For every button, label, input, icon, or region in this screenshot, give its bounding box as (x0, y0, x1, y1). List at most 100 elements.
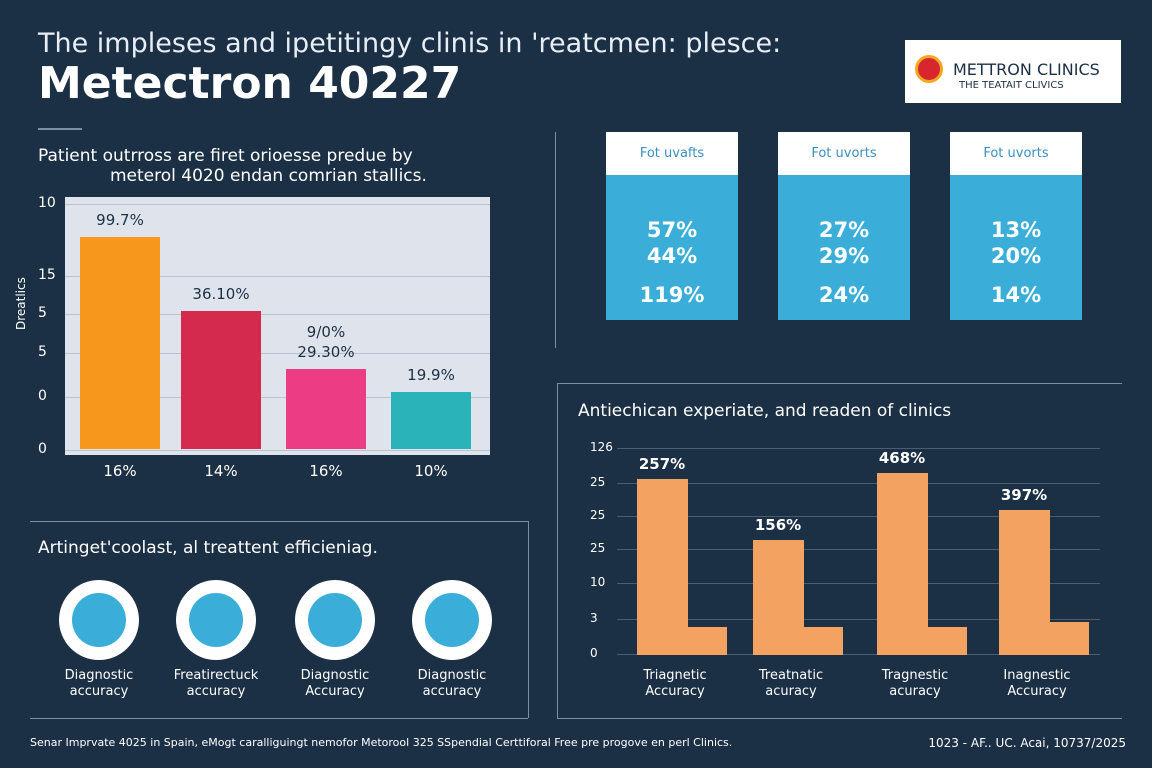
category-label: Treatnatic (758, 668, 824, 683)
category-label: Inagnestic (1003, 668, 1071, 683)
icon-inner (189, 593, 243, 647)
category-label: 14% (204, 462, 238, 480)
grid-line (65, 353, 490, 354)
bar-label: 99.7% (96, 211, 144, 229)
logo-icon (915, 55, 943, 83)
grid-line (617, 448, 1100, 449)
grid-line (65, 397, 490, 398)
category-label: acuracy (889, 684, 941, 699)
bar-label: 397% (1000, 486, 1048, 504)
card-value: 24% (818, 283, 870, 307)
y-tick-label: 25 (590, 475, 606, 489)
category-label: Accuracy (645, 684, 705, 699)
bar (1050, 622, 1089, 655)
category-label: Accuracy (1007, 684, 1067, 699)
bar-label: 156% (754, 516, 802, 534)
bar (928, 627, 967, 655)
grid-line (617, 619, 1100, 620)
icon-inner (308, 593, 362, 647)
card-value: 57% (646, 218, 698, 242)
bar (804, 627, 843, 655)
icon-inner (425, 593, 479, 647)
grid-line (617, 583, 1100, 584)
grid-line (617, 549, 1100, 550)
bar-label: 36.10% (192, 285, 250, 303)
y-tick-label: 15 (38, 267, 56, 283)
y-tick-label: 25 (590, 508, 606, 522)
y-tick-label: 10 (38, 195, 56, 211)
category-label: Triagnetic (643, 668, 707, 683)
grid-line (617, 483, 1100, 484)
right-heading: Antiechican experiate, and readen of cli… (578, 401, 952, 421)
bar (286, 369, 366, 449)
logo-name: METTRON CLINICS (953, 60, 1100, 79)
category-label: 10% (414, 462, 448, 480)
title: Metectron 40227 (38, 58, 462, 109)
category-label: 16% (309, 462, 343, 480)
bar-label: 468% (878, 449, 926, 467)
bar (688, 627, 727, 655)
bar-label: 29.30% (297, 343, 355, 361)
bar (181, 311, 261, 449)
bar-label: 19.9% (407, 366, 455, 384)
category-label: acuracy (765, 684, 817, 699)
rule (38, 128, 82, 130)
item-label: accuracy (69, 684, 129, 699)
logo-tagline: THE TEATAIT CLIVICS (959, 80, 1064, 91)
bar (753, 540, 804, 655)
y-tick-label: 5 (38, 344, 47, 360)
left-heading: meterol 4020 endan comrian stallics. (110, 166, 427, 186)
efficiency-heading: Artinget'coolast, al treattent efficieni… (38, 538, 378, 558)
item-label: Freatirectuck (173, 668, 259, 683)
bar (877, 473, 928, 655)
y-tick-label: 5 (38, 305, 47, 321)
grid-line (65, 204, 490, 205)
card-value: 27% (818, 218, 870, 242)
item-label: Diagnostic (300, 668, 370, 683)
item-label: accuracy (186, 684, 246, 699)
kicker: The impleses and ipetitingy clinis in 'r… (38, 28, 782, 59)
bar (80, 237, 160, 449)
y-tick-label: 3 (590, 611, 598, 625)
y-tick-label: 126 (590, 440, 613, 454)
item-label: accuracy (422, 684, 482, 699)
item-label: Accuracy (305, 684, 365, 699)
y-tick-label: 0 (590, 646, 598, 660)
y-tick-label: 25 (590, 541, 606, 555)
card-header: Fot uvorts (950, 132, 1082, 175)
icon-inner (72, 593, 126, 647)
card-body (606, 175, 738, 320)
item-label: Diagnostic (417, 668, 487, 683)
grid-line (65, 276, 490, 277)
card-header: Fot uvorts (778, 132, 910, 175)
bar (999, 510, 1050, 655)
y-label: Dreatlics (14, 277, 28, 330)
footer-left: Senar Imprvate 4025 in Spain, eMogt cara… (30, 736, 733, 749)
grid-line (617, 516, 1100, 517)
card-value: 29% (818, 244, 870, 268)
footer-right: 1023 - AF.. UC. Acai, 10737/2025 (928, 736, 1126, 750)
card-body (778, 175, 910, 320)
category-label: Tragnestic (881, 668, 949, 683)
grid-line (617, 654, 1100, 655)
y-tick-label: 10 (590, 575, 606, 589)
card-value: 20% (990, 244, 1042, 268)
card-value: 13% (990, 218, 1042, 242)
card-header: Fot uvafts (606, 132, 738, 175)
y-tick-label: 0 (38, 441, 47, 457)
card-value: 14% (990, 283, 1042, 307)
y-tick-label: 0 (38, 388, 47, 404)
card-value: 119% (639, 283, 705, 307)
bar (637, 479, 688, 655)
item-label: Diagnostic (64, 668, 134, 683)
left-heading: Patient outrross are firet orioesse pred… (38, 146, 413, 166)
card-body (950, 175, 1082, 320)
bar-label: 9/0% (306, 323, 346, 341)
grid-line (65, 450, 490, 451)
category-label: 16% (103, 462, 137, 480)
bar-label: 257% (638, 455, 686, 473)
logo: METTRON CLINICS THE TEATAIT CLIVICS (905, 40, 1121, 103)
card-value: 44% (646, 244, 698, 268)
bar (391, 392, 471, 449)
